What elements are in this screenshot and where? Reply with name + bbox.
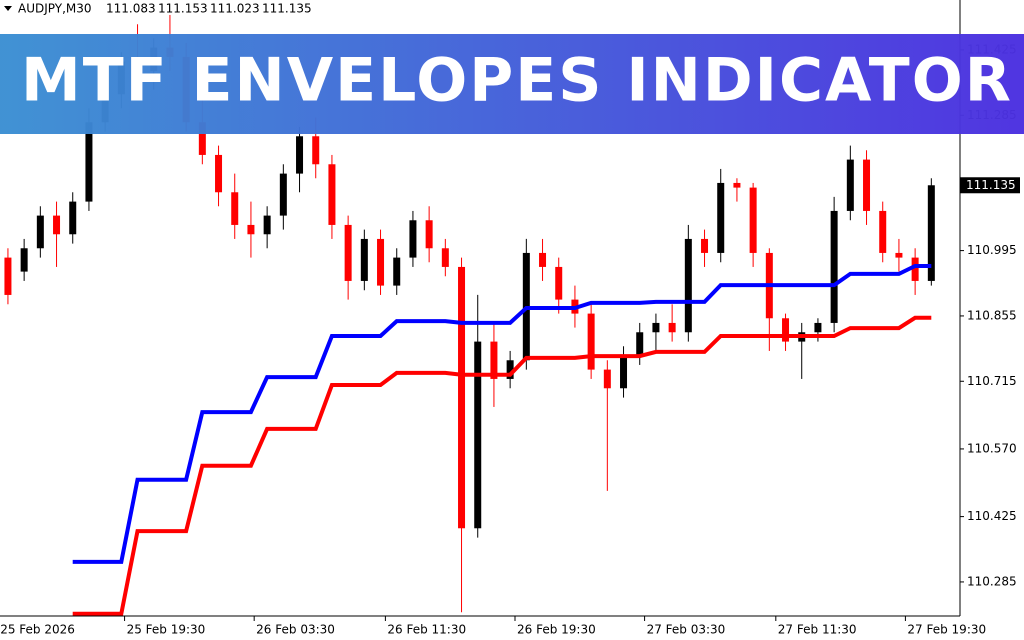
banner-bg bbox=[0, 34, 1024, 134]
y-tick-label: 110.425 bbox=[967, 509, 1017, 523]
chart-title: MTF ENVELOPES INDICATOR bbox=[21, 46, 1013, 116]
candle-body bbox=[409, 220, 417, 258]
candle-body bbox=[717, 182, 725, 253]
candle-body bbox=[198, 122, 206, 155]
x-tick-label: 27 Feb 19:30 bbox=[907, 623, 986, 637]
candle-body bbox=[749, 187, 757, 253]
y-tick-label: 110.285 bbox=[967, 574, 1017, 588]
candle-body bbox=[782, 318, 790, 342]
candle-body bbox=[53, 215, 61, 235]
header: AUDJPY,M30 111.083 111.153 111.023 111.135 bbox=[4, 2, 312, 16]
candle-body bbox=[69, 201, 77, 235]
y-tick-label: 110.855 bbox=[967, 308, 1017, 322]
x-tick-label: 26 Feb 19:30 bbox=[517, 623, 596, 637]
candle-body bbox=[539, 252, 547, 267]
candle-body bbox=[636, 332, 644, 356]
candle-body bbox=[377, 238, 385, 286]
candle-body bbox=[425, 220, 433, 249]
dropdown-icon bbox=[4, 6, 12, 11]
y-tick-label: 110.715 bbox=[967, 374, 1017, 388]
x-tick-label: 25 Feb 19:30 bbox=[127, 623, 206, 637]
candle-body bbox=[474, 341, 482, 529]
header-price: 111.135 bbox=[262, 2, 312, 16]
candle-body bbox=[458, 266, 466, 529]
candle-body bbox=[668, 322, 676, 333]
candle-body bbox=[895, 252, 903, 258]
current-price-label: 111.135 bbox=[966, 178, 1016, 192]
candle-body bbox=[247, 224, 255, 235]
header-price: 111.023 bbox=[210, 2, 260, 16]
candle-body bbox=[911, 257, 919, 281]
x-tick-label: 27 Feb 11:30 bbox=[778, 623, 857, 637]
candle-body bbox=[555, 266, 563, 300]
candle-body bbox=[215, 154, 223, 193]
y-tick-label: 110.995 bbox=[967, 243, 1017, 257]
candle-body bbox=[879, 210, 887, 253]
x-tick-label: 27 Feb 03:30 bbox=[647, 623, 726, 637]
header-price: 111.153 bbox=[158, 2, 208, 16]
candle-body bbox=[620, 355, 628, 389]
header-price: 111.083 bbox=[106, 2, 156, 16]
envelope-line bbox=[72, 264, 932, 564]
candle-body bbox=[344, 224, 352, 281]
candle-body bbox=[4, 257, 12, 295]
candle-body bbox=[587, 313, 595, 370]
x-tick-label: 25 Feb 2026 bbox=[0, 623, 75, 637]
symbol: AUDJPY,M30 bbox=[18, 2, 92, 16]
banner: MTF ENVELOPES INDICATOR bbox=[0, 34, 1024, 134]
y-tick-label: 110.570 bbox=[967, 441, 1017, 455]
candle-body bbox=[814, 322, 822, 333]
candle-body bbox=[701, 238, 709, 253]
candle-body bbox=[830, 210, 838, 323]
candle-body bbox=[652, 322, 660, 333]
candle-body bbox=[36, 215, 44, 249]
candle-body bbox=[863, 159, 871, 211]
candle-body bbox=[846, 159, 854, 211]
candle-body bbox=[603, 369, 611, 389]
candle-body bbox=[231, 192, 239, 225]
candle-body bbox=[684, 238, 692, 333]
candle-body bbox=[441, 248, 449, 267]
x-tick-label: 26 Feb 03:30 bbox=[256, 623, 335, 637]
candle-body bbox=[312, 136, 320, 165]
candle-body bbox=[490, 341, 498, 379]
candle-body bbox=[927, 185, 935, 281]
candle-body bbox=[328, 164, 336, 225]
current-price-box bbox=[960, 177, 1020, 194]
candle-body bbox=[263, 215, 271, 235]
candle-body bbox=[296, 136, 304, 174]
candle-body bbox=[20, 248, 28, 272]
candle-body bbox=[360, 238, 368, 281]
candle-body bbox=[279, 173, 287, 216]
candle-body bbox=[733, 182, 741, 188]
candle-body bbox=[85, 122, 93, 202]
candle-body bbox=[393, 257, 401, 286]
candle-body bbox=[506, 360, 514, 379]
envelope-line bbox=[72, 315, 932, 616]
x-tick-label: 26 Feb 11:30 bbox=[387, 623, 466, 637]
